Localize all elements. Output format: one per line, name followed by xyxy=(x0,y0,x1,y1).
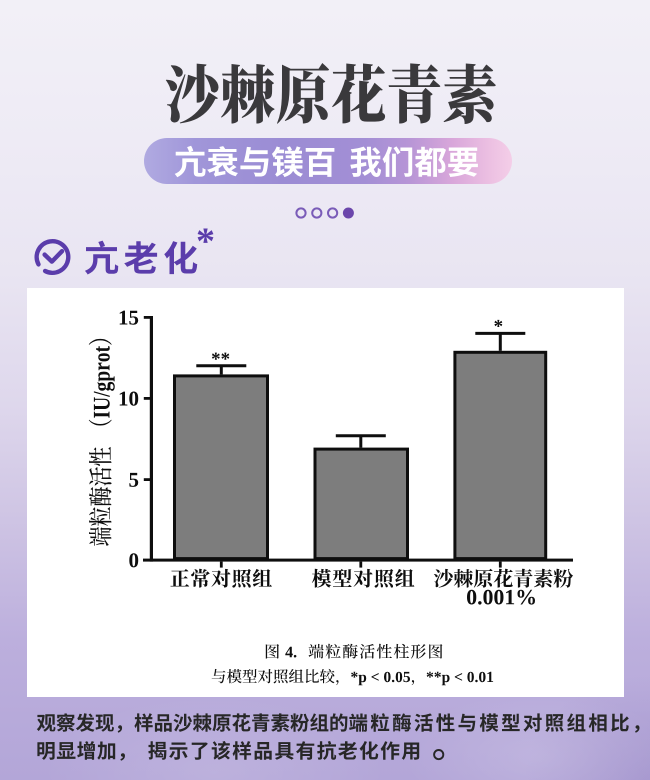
svg-text:*: * xyxy=(196,221,215,263)
